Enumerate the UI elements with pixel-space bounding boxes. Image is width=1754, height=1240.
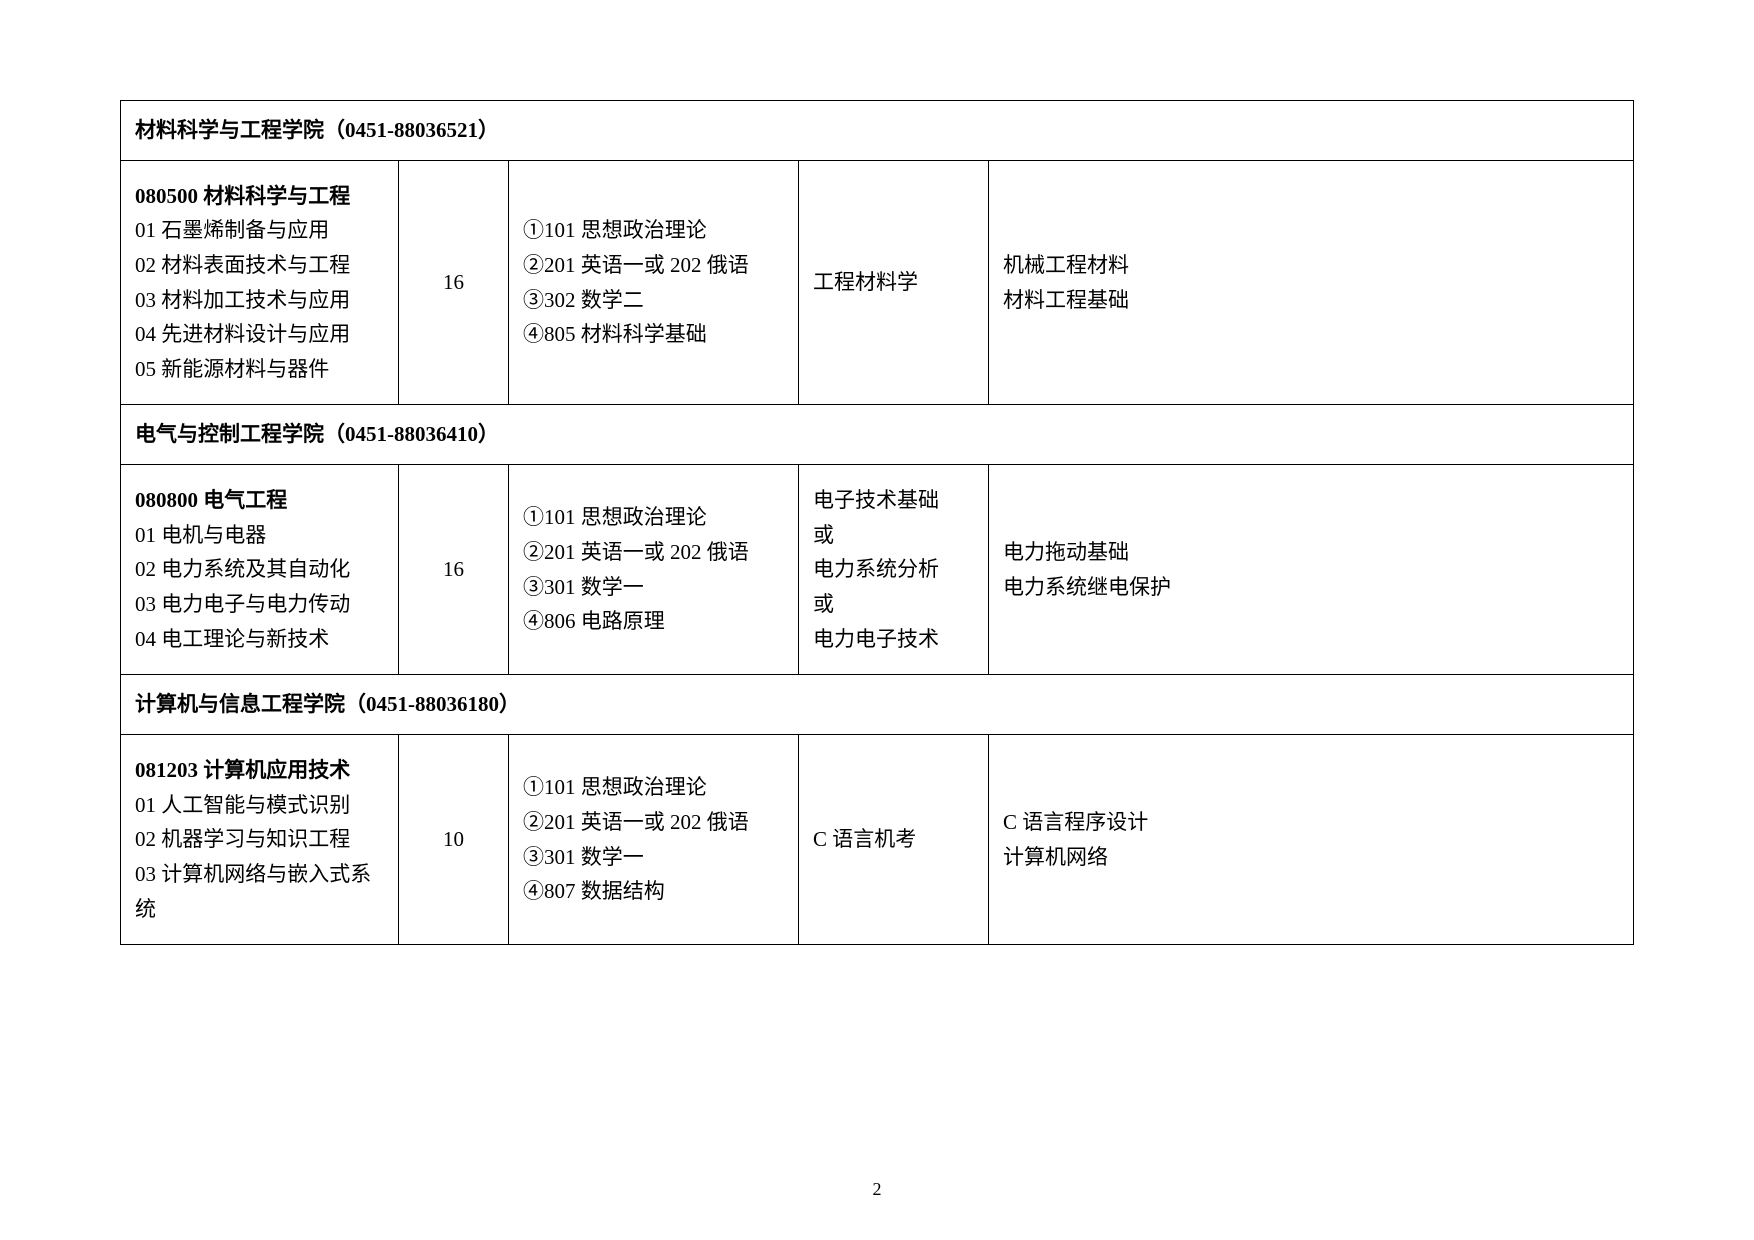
- college-header: 材料科学与工程学院（0451-88036521）: [121, 101, 1634, 161]
- retest-item: 工程材料学: [813, 270, 918, 294]
- direction-item: 01 电机与电器: [135, 523, 266, 547]
- exam-cell: ①101 思想政治理论 ②201 英语一或 202 俄语 ③301 数学一 ④807 …: [509, 734, 799, 944]
- exam-item: ①101 思想政治理论: [523, 505, 707, 529]
- direction-item: 03 材料加工技术与应用: [135, 288, 350, 312]
- exam-cell: ①101 思想政治理论 ②201 英语一或 202 俄语 ③301 数学一 ④806 …: [509, 465, 799, 675]
- reference-item: 机械工程材料: [1003, 253, 1129, 277]
- quota-cell: 16: [399, 160, 509, 405]
- retest-item: 电力电子技术: [813, 627, 939, 651]
- exam-item: ③301 数学一: [523, 575, 644, 599]
- retest-cell: 电子技术基础或电力系统分析或电力电子技术: [799, 465, 989, 675]
- exam-item: ④807 数据结构: [523, 879, 665, 903]
- quota-cell: 10: [399, 734, 509, 944]
- major-cell: 080500 材料科学与工程 01 石墨烯制备与应用 02 材料表面技术与工程 03 …: [121, 160, 399, 405]
- reference-item: 电力系统继电保护: [1003, 575, 1171, 599]
- exam-item: ④805 材料科学基础: [523, 322, 707, 346]
- major-code: 081203 计算机应用技术: [135, 758, 350, 782]
- catalog-table: 材料科学与工程学院（0451-88036521） 080500 材料科学与工程 01…: [120, 100, 1634, 945]
- exam-item: ①101 思想政治理论: [523, 218, 707, 242]
- exam-item: ③301 数学一: [523, 845, 644, 869]
- direction-item: 01 石墨烯制备与应用: [135, 218, 329, 242]
- reference-item: 计算机网络: [1003, 845, 1108, 869]
- retest-item: C 语言机考: [813, 827, 916, 851]
- retest-item: 电力系统分析: [813, 557, 939, 581]
- page-content: 材料科学与工程学院（0451-88036521） 080500 材料科学与工程 01…: [0, 0, 1754, 945]
- direction-item: 03 电力电子与电力传动: [135, 592, 350, 616]
- college-header: 电气与控制工程学院（0451-88036410）: [121, 405, 1634, 465]
- major-cell: 081203 计算机应用技术 01 人工智能与模式识别 02 机器学习与知识工程 03…: [121, 734, 399, 944]
- direction-item: 05 新能源材料与器件: [135, 357, 329, 381]
- retest-item: 或: [813, 592, 834, 616]
- exam-item: ②201 英语一或 202 俄语: [523, 253, 749, 277]
- retest-cell: 工程材料学: [799, 160, 989, 405]
- retest-item: 或: [813, 523, 834, 547]
- reference-item: 电力拖动基础: [1003, 540, 1129, 564]
- exam-item: ②201 英语一或 202 俄语: [523, 810, 749, 834]
- exam-cell: ①101 思想政治理论 ②201 英语一或 202 俄语 ③302 数学二 ④805 …: [509, 160, 799, 405]
- reference-item: C 语言程序设计: [1003, 810, 1148, 834]
- exam-item: ③302 数学二: [523, 288, 644, 312]
- direction-item: 02 机器学习与知识工程: [135, 827, 350, 851]
- direction-item: 01 人工智能与模式识别: [135, 793, 350, 817]
- reference-cell: 机械工程材料材料工程基础: [989, 160, 1634, 405]
- reference-item: 材料工程基础: [1003, 288, 1129, 312]
- page-number: 2: [0, 1179, 1754, 1200]
- major-cell: 080800 电气工程 01 电机与电器 02 电力系统及其自动化 03 电力电子与电…: [121, 465, 399, 675]
- direction-item: 02 材料表面技术与工程: [135, 253, 350, 277]
- quota-cell: 16: [399, 465, 509, 675]
- reference-cell: 电力拖动基础电力系统继电保护: [989, 465, 1634, 675]
- direction-item: 04 先进材料设计与应用: [135, 322, 350, 346]
- major-code: 080800 电气工程: [135, 488, 287, 512]
- exam-item: ①101 思想政治理论: [523, 775, 707, 799]
- major-code: 080500 材料科学与工程: [135, 184, 350, 208]
- reference-cell: C 语言程序设计计算机网络: [989, 734, 1634, 944]
- retest-item: 电子技术基础: [813, 488, 939, 512]
- direction-item: 02 电力系统及其自动化: [135, 557, 350, 581]
- direction-item: 04 电工理论与新技术: [135, 627, 329, 651]
- exam-item: ④806 电路原理: [523, 609, 665, 633]
- direction-item: 03 计算机网络与嵌入式系统: [135, 862, 371, 921]
- college-header: 计算机与信息工程学院（0451-88036180）: [121, 675, 1634, 735]
- retest-cell: C 语言机考: [799, 734, 989, 944]
- exam-item: ②201 英语一或 202 俄语: [523, 540, 749, 564]
